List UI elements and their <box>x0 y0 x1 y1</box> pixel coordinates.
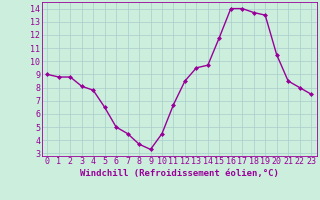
X-axis label: Windchill (Refroidissement éolien,°C): Windchill (Refroidissement éolien,°C) <box>80 169 279 178</box>
